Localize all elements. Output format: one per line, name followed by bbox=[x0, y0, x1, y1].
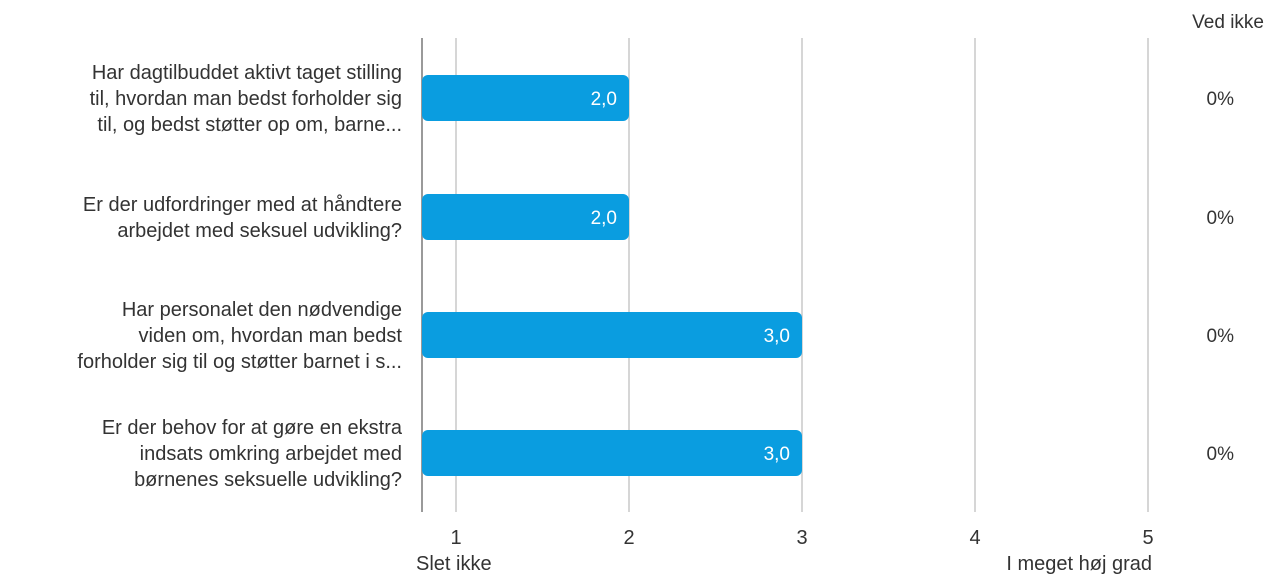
category-label-1-line-3: til, og bedst støtter op om, barne... bbox=[97, 114, 402, 136]
ved-ikke-value-3: 0% bbox=[1207, 326, 1235, 347]
x-tick-label-2: 2 bbox=[623, 527, 634, 549]
ved-ikke-value-1: 0% bbox=[1207, 89, 1235, 110]
category-label-3-line-2: viden om, hvordan man bedst bbox=[139, 325, 403, 347]
bar-2 bbox=[422, 194, 629, 240]
bar-value-label-2: 2,0 bbox=[591, 208, 617, 229]
ved-ikke-header: Ved ikke bbox=[1192, 12, 1264, 33]
category-label-3-line-1: Har personalet den nødvendige bbox=[122, 299, 402, 321]
category-label-3-line-3: forholder sig til og støtter barnet i s.… bbox=[77, 351, 402, 373]
category-label-4-line-3: børnenes seksuelle udvikling? bbox=[134, 469, 402, 491]
category-label-1-line-2: til, hvordan man bedst forholder sig bbox=[90, 88, 402, 110]
category-label-1-line-1: Har dagtilbuddet aktivt taget stilling bbox=[92, 62, 402, 84]
ved-ikke-value-2: 0% bbox=[1207, 208, 1235, 229]
bar-3 bbox=[422, 312, 802, 358]
category-label-4-line-2: indsats omkring arbejdet med bbox=[140, 443, 402, 465]
x-tick-label-1: 1 bbox=[450, 527, 461, 549]
category-label-2-line-1: Er der udfordringer med at håndtere bbox=[83, 194, 402, 216]
x-axis-min-label: Slet ikke bbox=[416, 553, 492, 575]
bar-1 bbox=[422, 75, 629, 121]
ved-ikke-value-4: 0% bbox=[1207, 444, 1235, 465]
x-tick-label-5: 5 bbox=[1142, 527, 1153, 549]
category-label-2-line-2: arbejdet med seksuel udvikling? bbox=[117, 220, 402, 242]
bar-value-label-1: 2,0 bbox=[591, 89, 617, 110]
bar-value-label-3: 3,0 bbox=[764, 326, 790, 347]
bar-4 bbox=[422, 430, 802, 476]
x-tick-label-4: 4 bbox=[969, 527, 980, 549]
bar-value-label-4: 3,0 bbox=[764, 444, 790, 465]
x-axis-max-label: I meget høj grad bbox=[1006, 553, 1152, 575]
x-tick-label-3: 3 bbox=[796, 527, 807, 549]
category-label-4-line-1: Er der behov for at gøre en ekstra bbox=[102, 417, 403, 439]
